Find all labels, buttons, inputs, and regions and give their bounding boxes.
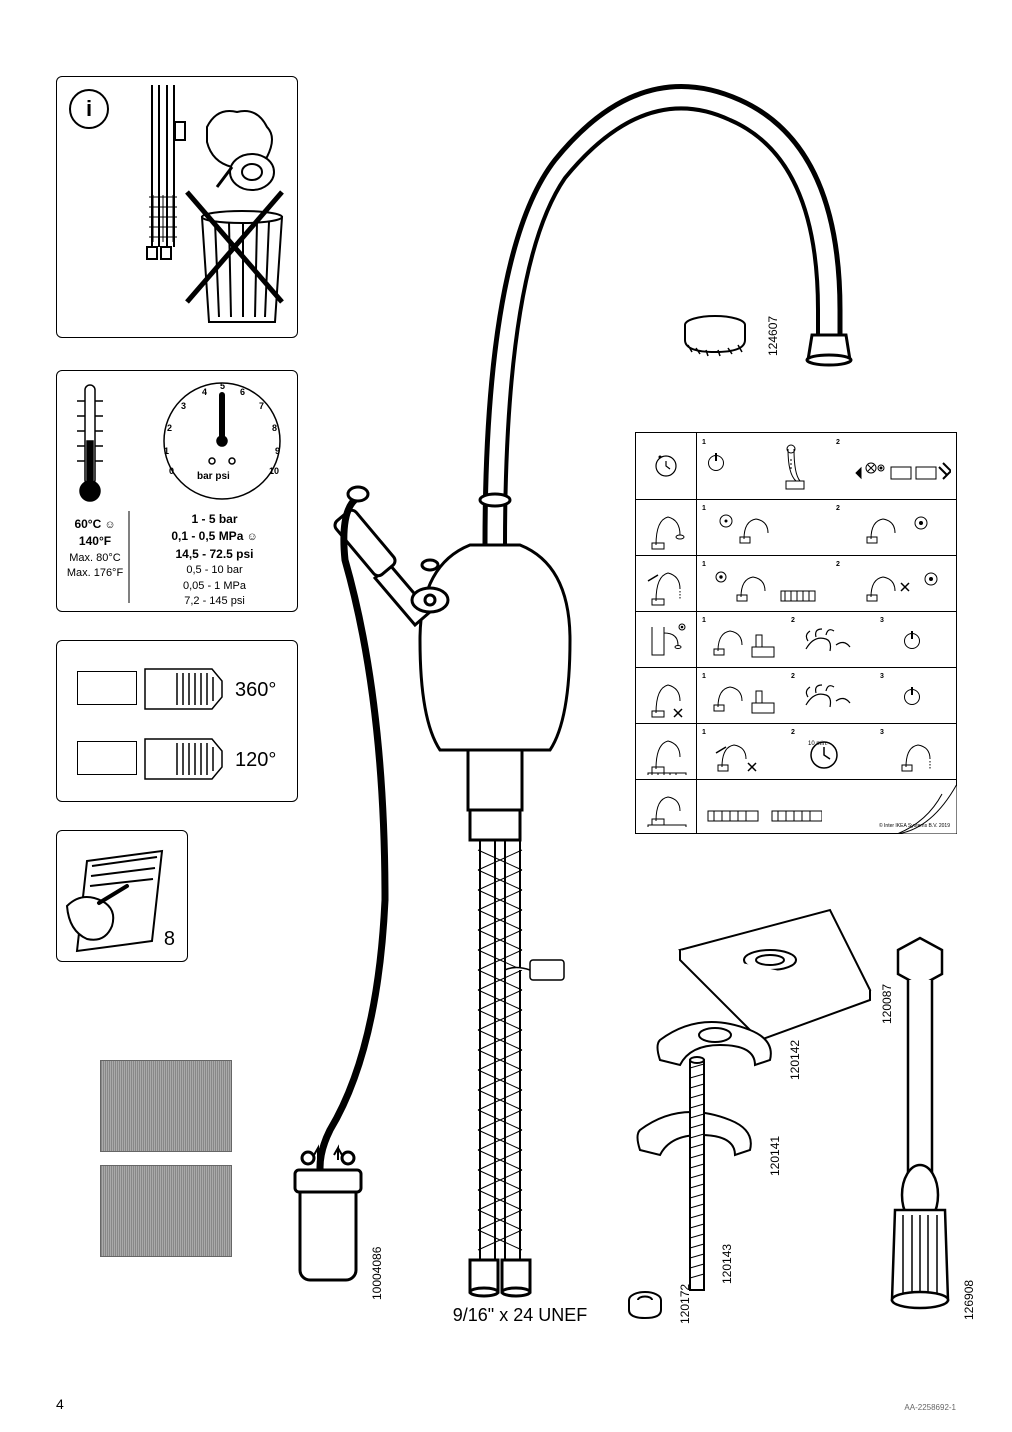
part-label-clamp-bottom: 120141 [768,1136,782,1176]
timer-wait-icon: 10 min. [802,737,852,773]
basin-icon [708,677,778,719]
document-id: AA-2258692-1 [904,1403,956,1412]
sticker-step-num: 2 [791,729,795,736]
basin-icon [708,621,778,663]
instruction-sticker-panel: 1 2 1 [635,432,957,834]
sticker-step-num: 2 [791,617,795,624]
mini-faucet-icon [766,439,826,495]
sticker-step-num: 2 [836,561,840,568]
sticker-step-num: 1 [702,439,706,446]
stabilizer-plate-icon [680,910,870,1040]
flow-bar-icon [702,785,822,827]
sticker-step-num: 2 [836,439,840,446]
sticker-step-num: 3 [880,673,884,680]
hex-tool-icon [892,938,948,1308]
power-icon [904,689,920,705]
part-label-tool: 126908 [962,1280,976,1320]
faucet-done-icon [892,733,948,775]
valve-shutoff-icon [851,453,951,493]
sticker-step-num: 1 [702,505,706,512]
threaded-rod-icon [690,1057,704,1290]
part-label-aerator: 124607 [766,316,780,356]
faucet-x-icon [644,673,688,719]
power-icon [904,633,920,649]
sticker-step-num: 2 [791,673,795,680]
sticker-copyright: © Inter IKEA Systems B.V. 2019 [879,823,950,829]
part-label-rod: 120143 [720,1244,734,1284]
faucet-base-icon [644,785,688,827]
part-label-plate: 120087 [880,984,894,1024]
clock-aerator-icon [714,509,774,551]
aerator-part-icon [685,316,745,356]
mini-faucet-arc-icon [644,505,688,551]
aerator-clean-icon [851,509,941,551]
faucet-stop-icon [708,733,768,775]
scrub-icon [796,677,866,719]
power-icon-cell [904,633,920,654]
sticker-step-num: 2 [836,505,840,512]
sticker-step-num: 1 [702,617,706,624]
clock-small-icon [646,443,686,489]
nut-icon [629,1292,661,1318]
sticker-step-num: 1 [702,673,706,680]
part-label-weight: 10004086 [370,1247,384,1300]
power-icon-cell [708,455,724,476]
faucet-flow-icon [644,729,688,775]
sticker-step-num: 1 [702,729,706,736]
sticker-step-num: 3 [880,617,884,624]
svg-text:10 min.: 10 min. [808,741,828,747]
faucet-drip-icon [644,561,688,607]
sticker-step-num: 1 [702,561,706,568]
power-icon-cell [904,689,920,710]
leak-detect-icon [711,565,821,607]
scrub-icon [796,621,866,663]
thread-spec-label: 9/16" x 24 UNEF [420,1305,620,1326]
page-number: 4 [56,1396,64,1412]
sticker-step-num: 3 [880,729,884,736]
faucet-side-icon [642,617,690,663]
part-label-clamp-top: 120142 [788,1040,802,1080]
leak-x-icon [851,565,951,607]
part-label-nut: 120172 [678,1284,692,1324]
power-icon [708,455,724,471]
